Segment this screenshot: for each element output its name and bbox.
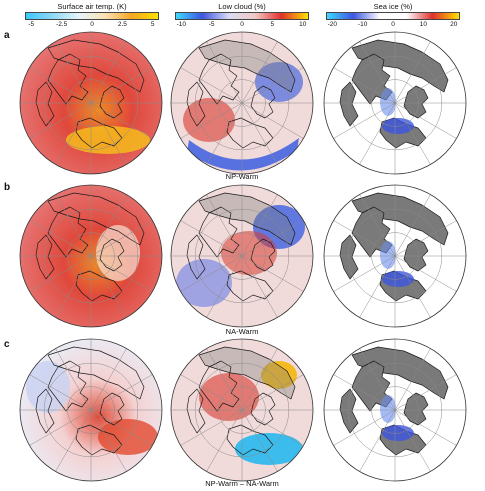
colorbar-title: Sea ice (%)	[373, 2, 413, 11]
row-label-c: c	[4, 339, 10, 350]
tick-label: 0	[90, 21, 94, 28]
tick-label: 5	[150, 21, 155, 28]
map-panel-c-cloud	[169, 337, 315, 483]
colorbar-sea-ice: Sea ice (%) -20 -10 0 10 20	[323, 2, 463, 29]
tick-label: -5	[208, 21, 215, 28]
map-panel-b-cloud	[169, 183, 315, 329]
colorbar-title: Low cloud (%)	[218, 2, 266, 11]
tick-label: -10	[357, 21, 368, 28]
tick-label: -20	[327, 21, 337, 28]
tick-label: 0	[240, 21, 244, 28]
map-panel-a-cloud	[169, 30, 315, 176]
tick-label: 0	[391, 21, 395, 28]
map-panel-c-seaice	[322, 337, 468, 483]
tick-label: -10	[176, 21, 186, 28]
tick-label: 10	[419, 21, 427, 28]
colorbar-strip	[326, 12, 460, 20]
row-label-a: a	[4, 30, 10, 41]
map-panel-a-seaice	[322, 30, 468, 176]
colorbar-low-cloud: Low cloud (%) -10 -5 0 5 10	[172, 2, 312, 29]
colorbar-ticks: -20 -10 0 10 20	[327, 20, 459, 29]
tick-label: -5	[28, 21, 35, 28]
colorbar-title: Surface air temp. (K)	[57, 2, 127, 11]
colorbar-strip	[175, 12, 309, 20]
colorbar-ticks: -5 -2.5 0 2.5 5	[26, 20, 158, 29]
row-caption-a: NP-Warm	[225, 172, 259, 181]
map-panel-a-temp	[18, 30, 164, 176]
tick-label: 10	[299, 21, 307, 28]
colorbar-surface-air-temp: Surface air temp. (K) -5 -2.5 0 2.5 5	[22, 2, 162, 29]
row-label-b: b	[4, 182, 11, 193]
map-panel-c-temp	[18, 337, 164, 483]
tick-label: 2.5	[117, 21, 127, 28]
tick-label: 20	[450, 21, 458, 28]
tick-label: 5	[270, 21, 275, 28]
tick-label: -2.5	[56, 21, 68, 28]
colorbar-strip	[25, 12, 159, 20]
map-panel-b-temp	[18, 183, 164, 329]
row-caption-b: NA-Warm	[225, 327, 259, 336]
map-panel-b-seaice	[322, 183, 468, 329]
row-caption-c: NP-Warm – NA-Warm	[205, 479, 279, 488]
colorbar-ticks: -10 -5 0 5 10	[176, 20, 308, 29]
